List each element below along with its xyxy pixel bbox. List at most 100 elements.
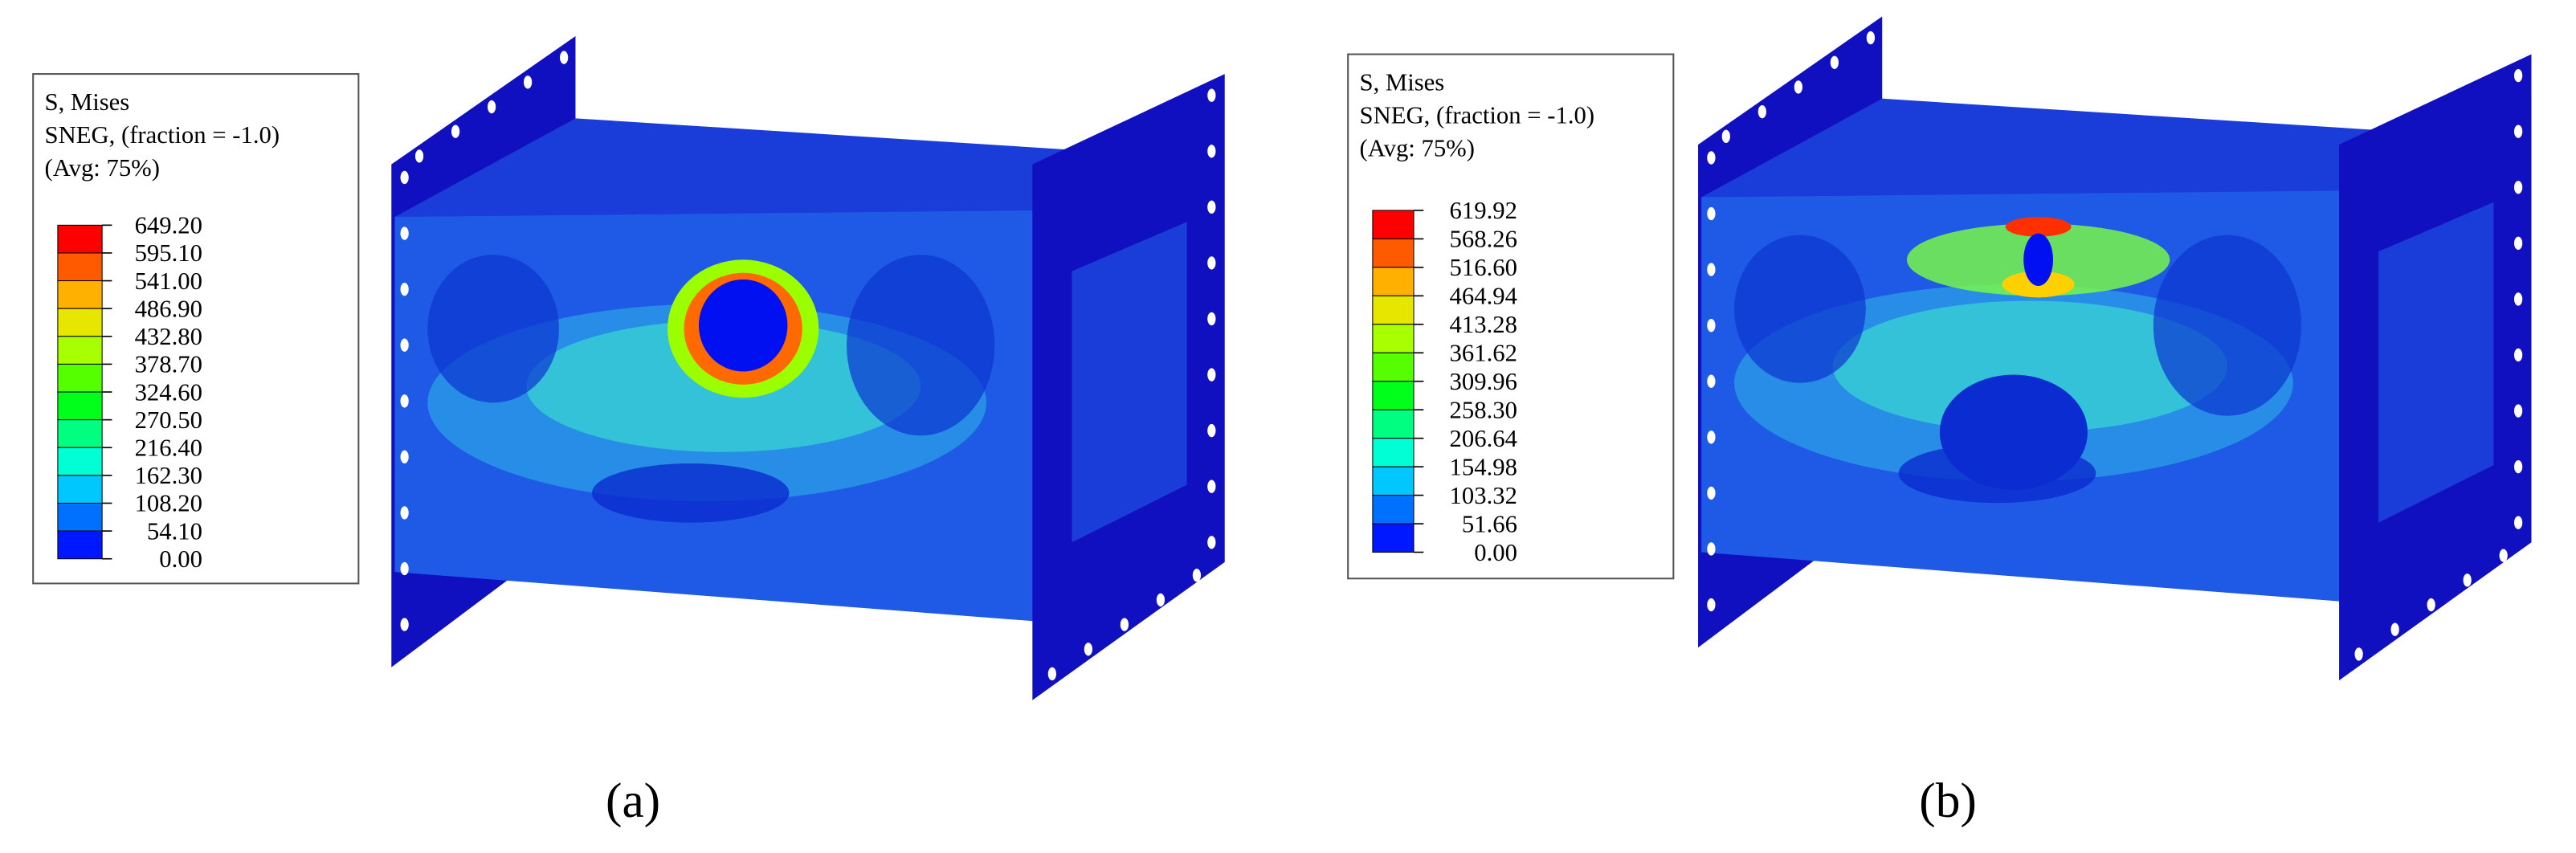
legend-value: 206.64 xyxy=(1450,425,1517,452)
legend-value: 413.28 xyxy=(1450,311,1517,338)
bolt-hole xyxy=(1707,151,1716,165)
legend-value: 258.30 xyxy=(1450,396,1517,423)
bolt-hole xyxy=(400,506,409,520)
legend-value: 464.94 xyxy=(1450,283,1517,310)
legend-value: 361.62 xyxy=(1450,339,1517,366)
legend-swatch xyxy=(1372,210,1415,239)
bolt-hole xyxy=(2513,236,2523,251)
legend-value: 270.50 xyxy=(135,406,202,434)
bolt-hole xyxy=(2513,404,2523,418)
legend-value: 309.96 xyxy=(1450,368,1517,395)
contour xyxy=(2153,235,2302,416)
bolt-hole xyxy=(1707,598,1716,612)
legend-value: 0.00 xyxy=(1474,539,1517,566)
bolt-hole xyxy=(1707,374,1716,388)
legend-value: 51.66 xyxy=(1462,510,1517,537)
legend-value: 162.30 xyxy=(135,462,202,489)
right-window xyxy=(1072,222,1187,543)
bolt-hole xyxy=(1707,431,1716,444)
bolt-hole xyxy=(1707,263,1716,276)
bolt-hole xyxy=(400,170,409,185)
bolt-hole xyxy=(400,450,409,464)
legend-swatch xyxy=(57,419,103,448)
caption: (a) xyxy=(606,773,660,828)
bolt-hole xyxy=(2513,516,2523,529)
legend-value: 103.32 xyxy=(1450,482,1517,509)
bolt-hole xyxy=(1207,256,1216,270)
legend-value: 324.60 xyxy=(135,378,202,406)
legend-value: 541.00 xyxy=(135,267,202,295)
bolt-hole xyxy=(1192,569,1202,582)
legend-swatch xyxy=(1372,238,1415,268)
bolt-hole xyxy=(400,227,409,240)
bolt-hole xyxy=(400,338,409,352)
bolt-hole xyxy=(1207,480,1216,493)
bolt-hole xyxy=(2513,292,2523,306)
legend-value: 378.70 xyxy=(135,351,202,378)
legend-swatch xyxy=(57,224,103,254)
legend-value: 0.00 xyxy=(159,545,202,573)
model xyxy=(391,36,1225,700)
legend-swatch xyxy=(57,308,103,337)
contour xyxy=(1832,300,2227,433)
legend-swatch xyxy=(1372,267,1415,296)
bolt-hole xyxy=(1830,55,1839,69)
legend-swatch xyxy=(57,475,103,504)
bolt-hole xyxy=(487,100,496,114)
legend-swatch xyxy=(1372,466,1415,496)
bolt-hole xyxy=(1207,368,1216,382)
bolt-hole xyxy=(1207,200,1216,214)
legend-swatch xyxy=(1372,381,1415,410)
bolt-hole xyxy=(1794,80,1802,94)
bolt-hole xyxy=(2354,647,2363,661)
panel-b: S, Mises SNEG, (fraction = -1.0) (Avg: 75%… xyxy=(1347,16,2532,828)
bolt-hole xyxy=(2499,549,2508,562)
bolt-hole xyxy=(2513,124,2523,138)
bolt-hole xyxy=(1757,104,1766,119)
legend-swatch xyxy=(57,363,103,393)
bolt-hole xyxy=(400,394,409,408)
bolt-hole xyxy=(2390,622,2399,636)
legend-value: 595.10 xyxy=(135,239,202,267)
legend-value: 619.92 xyxy=(1450,197,1517,224)
bolt-hole xyxy=(1707,542,1716,556)
panel-a: S, Mises SNEG, (fraction = -1.0) (Avg: 75%… xyxy=(32,36,1225,828)
bolt-hole xyxy=(1207,312,1216,326)
legend-swatch xyxy=(57,280,103,309)
legend-value: 108.20 xyxy=(135,490,202,517)
legend-average: (Avg: 75%) xyxy=(1360,134,1475,161)
legend-swatch xyxy=(1372,324,1415,353)
bolt-hole xyxy=(523,76,533,89)
bolt-hole xyxy=(1707,206,1716,221)
legend-title: S, Mises xyxy=(45,88,130,116)
bolt-hole xyxy=(2513,348,2523,362)
top-surface xyxy=(1701,98,2400,198)
bolt-hole xyxy=(1207,536,1216,549)
legend-value: 486.90 xyxy=(135,295,202,322)
legend-swatch xyxy=(1372,295,1415,325)
bolt-hole xyxy=(1120,618,1129,631)
legend-swatch xyxy=(57,391,103,421)
bolt-hole xyxy=(1207,145,1216,158)
caption: (b) xyxy=(1919,773,1977,828)
bolt-hole xyxy=(451,124,460,138)
contour xyxy=(1939,374,2088,490)
contour xyxy=(1734,235,1866,383)
legend-swatch xyxy=(1372,352,1415,382)
bolt-hole xyxy=(400,282,409,296)
legend-swatch xyxy=(57,530,103,560)
legend-swatch xyxy=(1372,523,1415,553)
model xyxy=(1698,16,2532,681)
contour xyxy=(591,463,790,523)
hot-zone xyxy=(2005,217,2072,237)
bolt-hole xyxy=(1207,88,1216,102)
legend-swatch xyxy=(57,252,103,282)
bolt-hole xyxy=(1207,423,1216,438)
bolt-hole xyxy=(1047,667,1056,681)
legend-value: 154.98 xyxy=(1450,453,1517,480)
bolt-hole xyxy=(2513,181,2523,194)
legend-swatch xyxy=(1372,438,1415,467)
contour xyxy=(847,255,995,436)
hole xyxy=(2023,233,2054,287)
